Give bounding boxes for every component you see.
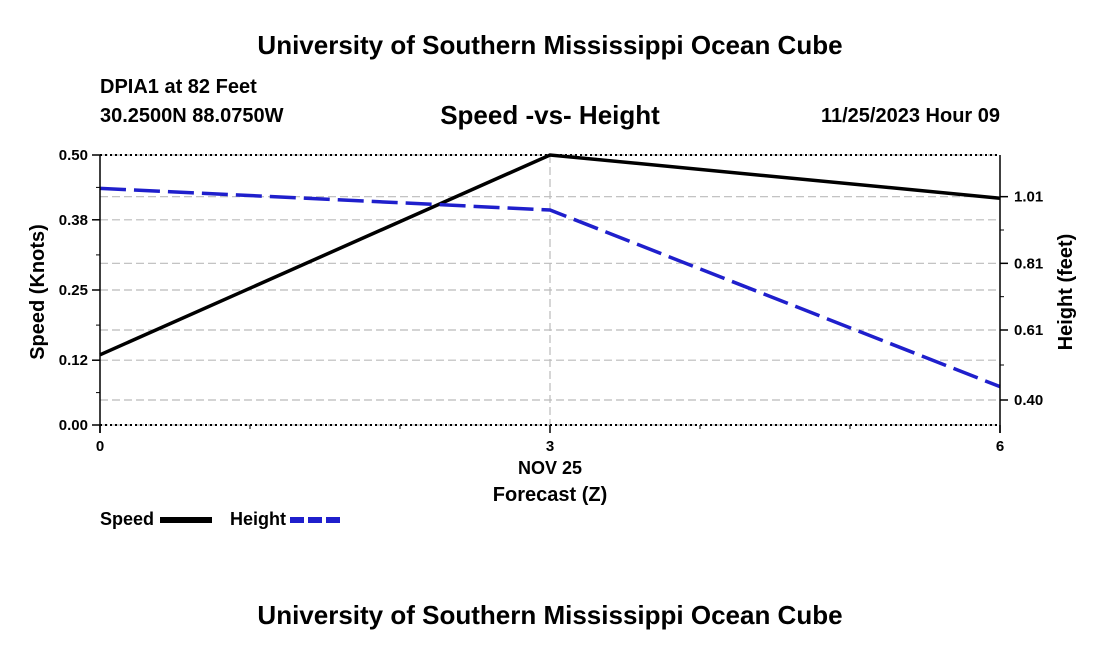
legend-height-swatch (290, 517, 342, 523)
footer-title: University of Southern Mississippi Ocean… (257, 600, 843, 630)
coordinates-label: 30.2500N 88.0750W (100, 105, 284, 127)
forecast-datetime: 11/25/2023 Hour 09 (820, 105, 1000, 127)
right-tick-label-1: 0.61 (1014, 322, 1043, 339)
legend-speed-label: Speed (100, 509, 155, 529)
grid-layer (100, 154, 1000, 426)
left-tick-label-2: 0.25 (59, 282, 88, 299)
left-tick-label-4: 0.50 (59, 147, 88, 164)
chart-subtitle: Speed -vs- Height (440, 100, 660, 130)
labels-layer: 0.00 0.12 0.25 0.38 0.50 0.40 0.61 0.81 1.01 0 3 6 N… (27, 147, 1077, 506)
right-tick-label-0: 0.40 (1014, 392, 1043, 409)
x-axis-label: Forecast (Z) (493, 484, 607, 506)
page-title: University of Southern Mississippi Ocean… (257, 30, 843, 60)
axes-layer (92, 154, 1008, 433)
legend-speed-swatch (160, 517, 212, 523)
left-tick-label-3: 0.38 (59, 212, 88, 229)
x-tick-label-0: 0 (96, 438, 104, 455)
series-line-height (99, 186, 1001, 389)
y-left-axis-label: Speed (Knots) (27, 224, 49, 360)
y-right-axis-label: Height (feet) (1055, 234, 1077, 351)
right-tick-label-3: 1.01 (1014, 189, 1043, 206)
x-tick-label-2: 6 (996, 438, 1004, 455)
x-date-label: NOV 25 (518, 458, 582, 478)
right-tick-label-2: 0.81 (1014, 255, 1043, 272)
x-tick-label-1: 3 (546, 438, 554, 455)
station-label: DPIA1 at 82 Feet (100, 76, 257, 98)
legend-height-label: Height (230, 509, 286, 529)
left-tick-label-1: 0.12 (59, 352, 88, 369)
left-tick-label-0: 0.00 (59, 417, 88, 434)
